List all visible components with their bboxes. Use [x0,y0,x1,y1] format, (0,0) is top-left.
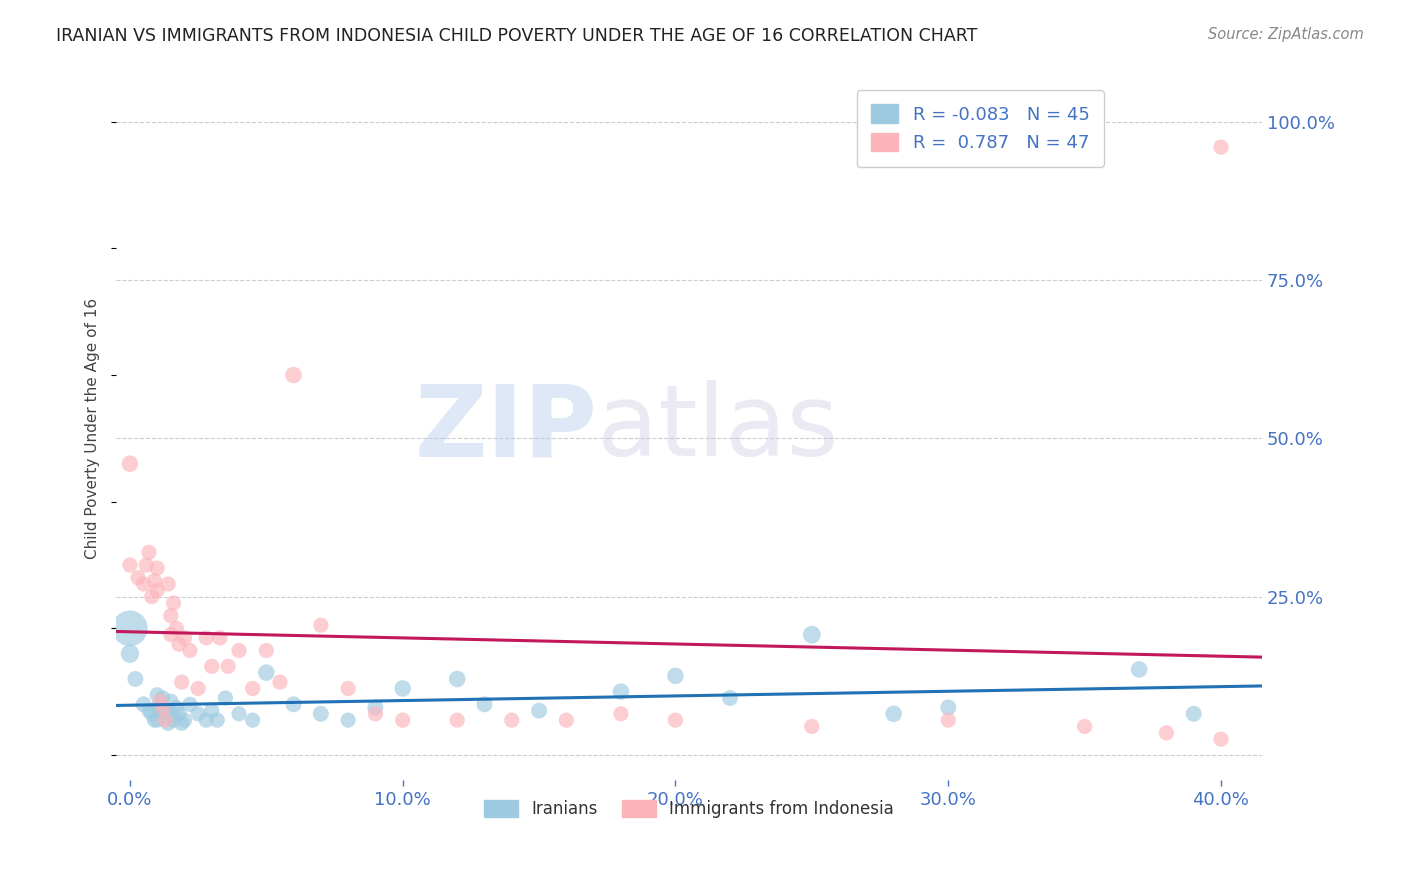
Legend: Iranians, Immigrants from Indonesia: Iranians, Immigrants from Indonesia [478,793,900,825]
Point [124,672,146,686]
Point [135,558,157,572]
Point [309,618,332,632]
Y-axis label: Child Poverty Under the Age of 16: Child Poverty Under the Age of 16 [86,298,100,559]
Point [146,700,169,714]
Point [146,688,169,702]
Point [217,659,239,673]
Point [214,690,236,705]
Point [118,558,141,572]
Point [165,621,187,635]
Point [187,706,209,721]
Point [800,628,823,642]
Point [173,631,195,645]
Point [1128,663,1150,677]
Point [242,681,264,696]
Point [118,621,141,635]
Point [269,675,291,690]
Point [1156,726,1178,740]
Point [157,716,180,731]
Point [146,713,169,727]
Point [391,713,413,727]
Point [936,700,959,714]
Point [242,713,264,727]
Point [162,713,184,727]
Point [800,719,823,733]
Point [337,713,360,727]
Point [165,700,187,714]
Point [179,643,201,657]
Point [132,577,155,591]
Point [254,643,277,657]
Point [201,659,224,673]
Point [1209,140,1232,154]
Point [167,706,190,721]
Point [118,647,141,661]
Point [446,713,468,727]
Point [195,713,218,727]
Point [195,631,218,645]
Point [391,681,413,696]
Point [664,669,686,683]
Point [155,713,177,727]
Point [501,713,523,727]
Point [170,675,193,690]
Point [228,643,250,657]
Point [141,706,163,721]
Text: atlas: atlas [598,380,839,477]
Point [127,571,149,585]
Point [138,704,160,718]
Point [610,684,633,698]
Point [474,698,496,712]
Point [201,704,224,718]
Point [159,706,181,721]
Point [254,665,277,680]
Point [162,596,184,610]
Point [1073,719,1095,733]
Point [170,716,193,731]
Point [337,681,360,696]
Point [141,590,163,604]
Point [364,706,387,721]
Point [718,690,741,705]
Point [283,368,305,382]
Point [155,704,177,718]
Point [1182,706,1205,721]
Point [364,700,387,714]
Text: Source: ZipAtlas.com: Source: ZipAtlas.com [1208,27,1364,42]
Point [149,694,172,708]
Point [527,704,550,718]
Point [446,672,468,686]
Point [159,608,181,623]
Point [228,706,250,721]
Point [167,637,190,651]
Point [157,577,180,591]
Point [205,713,228,727]
Point [143,574,166,588]
Point [883,706,905,721]
Point [173,713,195,727]
Point [610,706,633,721]
Point [118,457,141,471]
Point [159,628,181,642]
Point [187,681,209,696]
Text: IRANIAN VS IMMIGRANTS FROM INDONESIA CHILD POVERTY UNDER THE AGE OF 16 CORRELATI: IRANIAN VS IMMIGRANTS FROM INDONESIA CHI… [56,27,977,45]
Point [179,698,201,712]
Point [146,561,169,575]
Point [152,690,174,705]
Point [936,713,959,727]
Point [132,698,155,712]
Point [143,713,166,727]
Point [138,545,160,559]
Point [555,713,578,727]
Point [146,583,169,598]
Point [283,698,305,712]
Point [664,713,686,727]
Point [309,706,332,721]
Point [152,700,174,714]
Text: ZIP: ZIP [415,380,598,477]
Point [208,631,231,645]
Point [159,694,181,708]
Point [1209,732,1232,747]
